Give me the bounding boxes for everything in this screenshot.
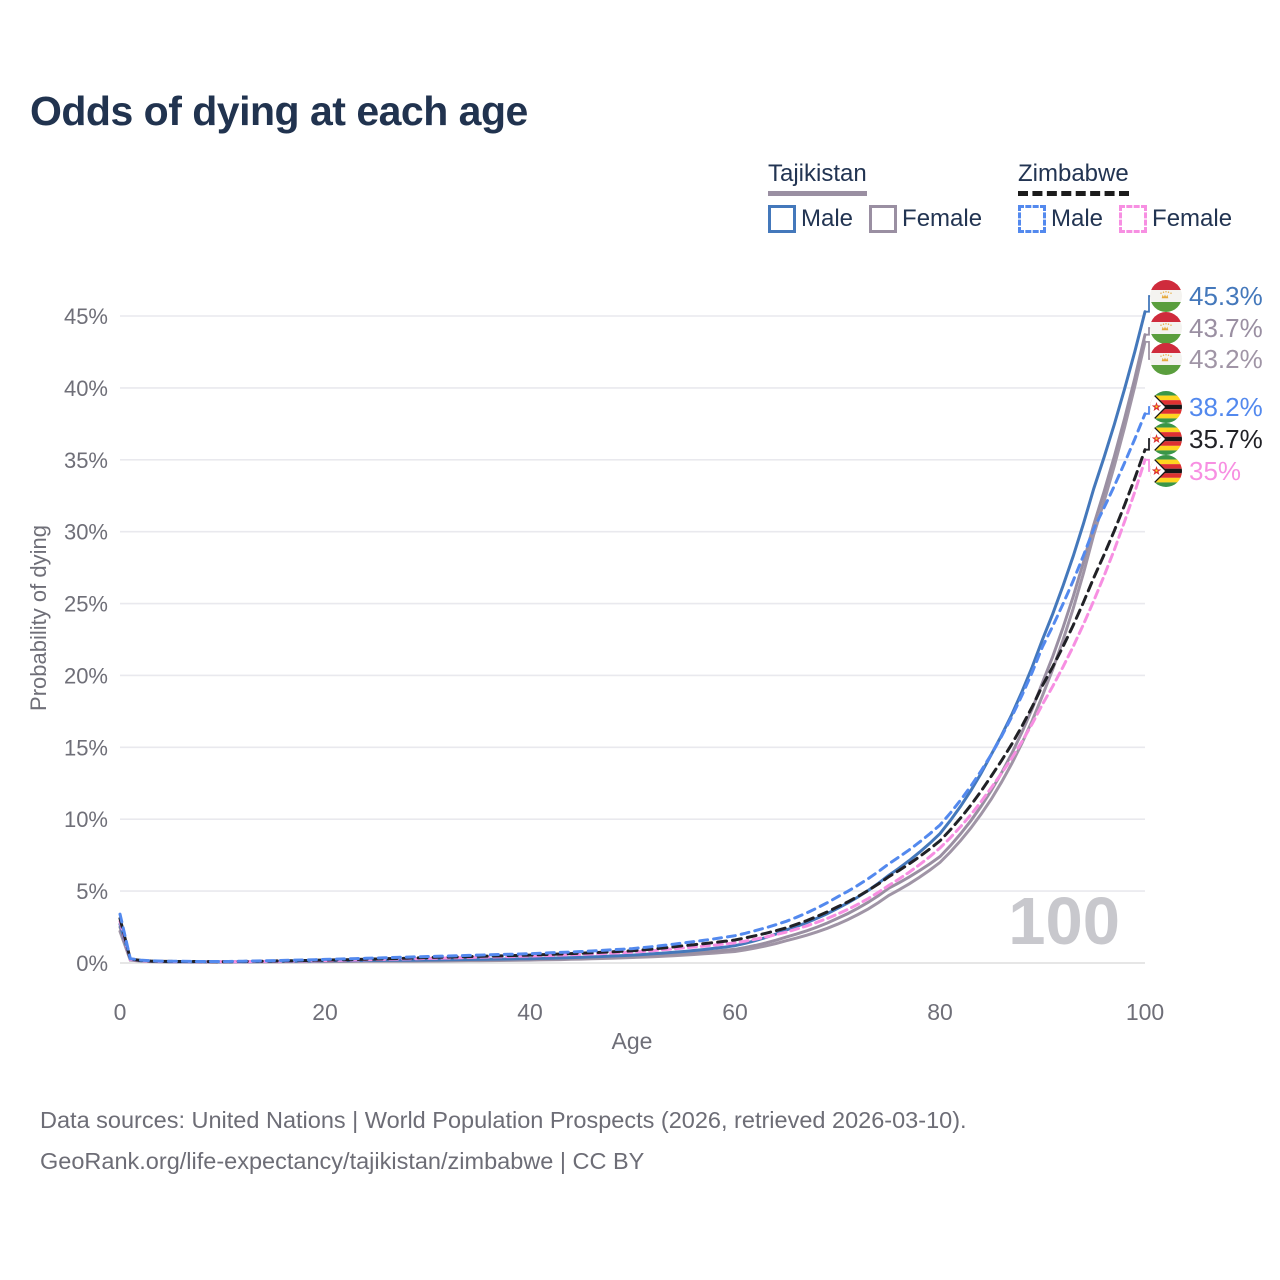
end-label-tajikistan-male: 45.3% xyxy=(1150,280,1263,312)
legend-group-zimbabwe: Zimbabwe Male Female xyxy=(1018,160,1232,233)
series-lines xyxy=(118,310,1147,964)
zimbabwe-male-swatch-icon xyxy=(1018,205,1046,233)
zimbabwe-flag-icon xyxy=(1150,455,1182,487)
zimbabwe-flag-icon xyxy=(1150,391,1182,423)
y-tick-label: 20% xyxy=(64,663,108,688)
legend-item-zimbabwe-male[interactable]: Male xyxy=(1018,205,1103,233)
y-tick-label: 30% xyxy=(64,520,108,545)
x-tick-label: 100 xyxy=(1126,999,1164,1025)
legend-item-label: Female xyxy=(1152,205,1233,232)
y-tick-label: 0% xyxy=(76,951,108,976)
tajikistan-male-swatch-icon xyxy=(768,205,796,233)
age-counter-watermark: 100 xyxy=(1008,884,1120,959)
y-tick-label: 40% xyxy=(64,376,108,401)
footer-sources-line: Data sources: United Nations | World Pop… xyxy=(40,1107,967,1133)
legend-item-zimbabwe-female[interactable]: Female xyxy=(1119,205,1232,233)
tajikistan-female-swatch-icon xyxy=(869,205,898,233)
end-label-zimbabwe-total: 35.7% xyxy=(1150,423,1263,455)
y-tick-label: 5% xyxy=(76,879,108,904)
y-tick-label: 25% xyxy=(64,592,108,617)
y-axis-title: Probability of dying xyxy=(26,525,51,711)
footer-url-line: GeoRank.org/life-expectancy/tajikistan/z… xyxy=(40,1148,645,1174)
axis-tick-labels: 0% 5% 10% 15% 20% 25% 30% 35% 40% 45% 0 20 40 60 80 100 xyxy=(64,304,1164,1025)
tajikistan-flag-icon xyxy=(1150,343,1182,375)
x-tick-label: 20 xyxy=(312,999,338,1025)
end-value: 35% xyxy=(1189,455,1242,486)
end-label-zimbabwe-male: 38.2% xyxy=(1150,391,1263,423)
end-label-zimbabwe-female: 35% xyxy=(1150,455,1241,487)
gridlines xyxy=(120,315,1145,964)
end-value: 43.7% xyxy=(1189,312,1263,343)
x-axis-title: Age xyxy=(612,1028,653,1054)
zimbabwe-female-swatch-icon xyxy=(1119,205,1148,233)
end-value: 35.7% xyxy=(1189,423,1263,454)
end-value: 38.2% xyxy=(1189,391,1263,422)
tajikistan-flag-icon xyxy=(1150,280,1182,312)
x-tick-label: 40 xyxy=(517,999,543,1025)
series-line-tajikistan-female xyxy=(118,340,1147,964)
legend-item-tajikistan-male[interactable]: Male xyxy=(768,205,853,233)
legend-item-tajikistan-female[interactable]: Female xyxy=(869,205,982,233)
tajikistan-flag-icon xyxy=(1150,312,1182,344)
x-tick-label: 80 xyxy=(927,999,953,1025)
y-tick-label: 15% xyxy=(64,735,108,760)
x-tick-label: 60 xyxy=(722,999,748,1025)
series-line-zimbabwe-female xyxy=(118,458,1147,964)
data-source-footer: Data sources: United Nations | World Pop… xyxy=(40,1100,967,1182)
end-label-tajikistan-total: 43.7% xyxy=(1150,312,1263,344)
legend-item-label: Female xyxy=(902,205,983,232)
end-value: 43.2% xyxy=(1189,343,1263,374)
legend-item-label: Male xyxy=(1051,205,1104,232)
zimbabwe-flag-icon xyxy=(1150,423,1182,455)
y-tick-label: 10% xyxy=(64,807,108,832)
legend-item-label: Male xyxy=(801,205,854,232)
legend-group-tajikistan: Tajikistan Male Female xyxy=(768,160,982,233)
series-line-tajikistan xyxy=(118,333,1147,964)
legend-country-tajikistan[interactable]: Tajikistan xyxy=(768,160,867,196)
series-line-tajikistan-male xyxy=(118,310,1147,964)
x-tick-label: 0 xyxy=(114,999,127,1025)
end-value: 45.3% xyxy=(1189,280,1263,311)
series-line-zimbabwe xyxy=(118,448,1147,964)
y-tick-label: 35% xyxy=(64,448,108,473)
page-title: Odds of dying at each age xyxy=(30,88,528,134)
y-tick-label: 45% xyxy=(64,304,108,329)
legend-country-zimbabwe[interactable]: Zimbabwe xyxy=(1018,160,1129,196)
end-label-tajikistan-female: 43.2% xyxy=(1150,343,1263,375)
series-line-zimbabwe-male xyxy=(118,412,1147,964)
